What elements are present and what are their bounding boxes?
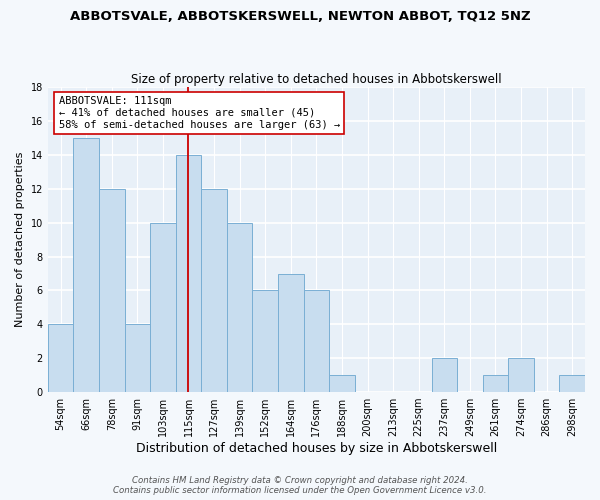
Bar	[201, 189, 227, 392]
Bar	[253, 290, 278, 392]
Bar	[329, 375, 355, 392]
X-axis label: Distribution of detached houses by size in Abbotskerswell: Distribution of detached houses by size …	[136, 442, 497, 455]
Bar	[48, 324, 73, 392]
Bar	[99, 189, 125, 392]
Bar	[559, 375, 585, 392]
Bar	[278, 274, 304, 392]
Bar	[482, 375, 508, 392]
Bar	[150, 222, 176, 392]
Bar	[176, 155, 201, 392]
Title: Size of property relative to detached houses in Abbotskerswell: Size of property relative to detached ho…	[131, 73, 502, 86]
Y-axis label: Number of detached properties: Number of detached properties	[15, 152, 25, 328]
Bar	[73, 138, 99, 392]
Bar	[304, 290, 329, 392]
Text: ABBOTSVALE, ABBOTSKERSWELL, NEWTON ABBOT, TQ12 5NZ: ABBOTSVALE, ABBOTSKERSWELL, NEWTON ABBOT…	[70, 10, 530, 23]
Bar	[508, 358, 534, 392]
Bar	[125, 324, 150, 392]
Text: ABBOTSVALE: 111sqm
← 41% of detached houses are smaller (45)
58% of semi-detache: ABBOTSVALE: 111sqm ← 41% of detached hou…	[59, 96, 340, 130]
Text: Contains HM Land Registry data © Crown copyright and database right 2024.
Contai: Contains HM Land Registry data © Crown c…	[113, 476, 487, 495]
Bar	[227, 222, 253, 392]
Bar	[431, 358, 457, 392]
